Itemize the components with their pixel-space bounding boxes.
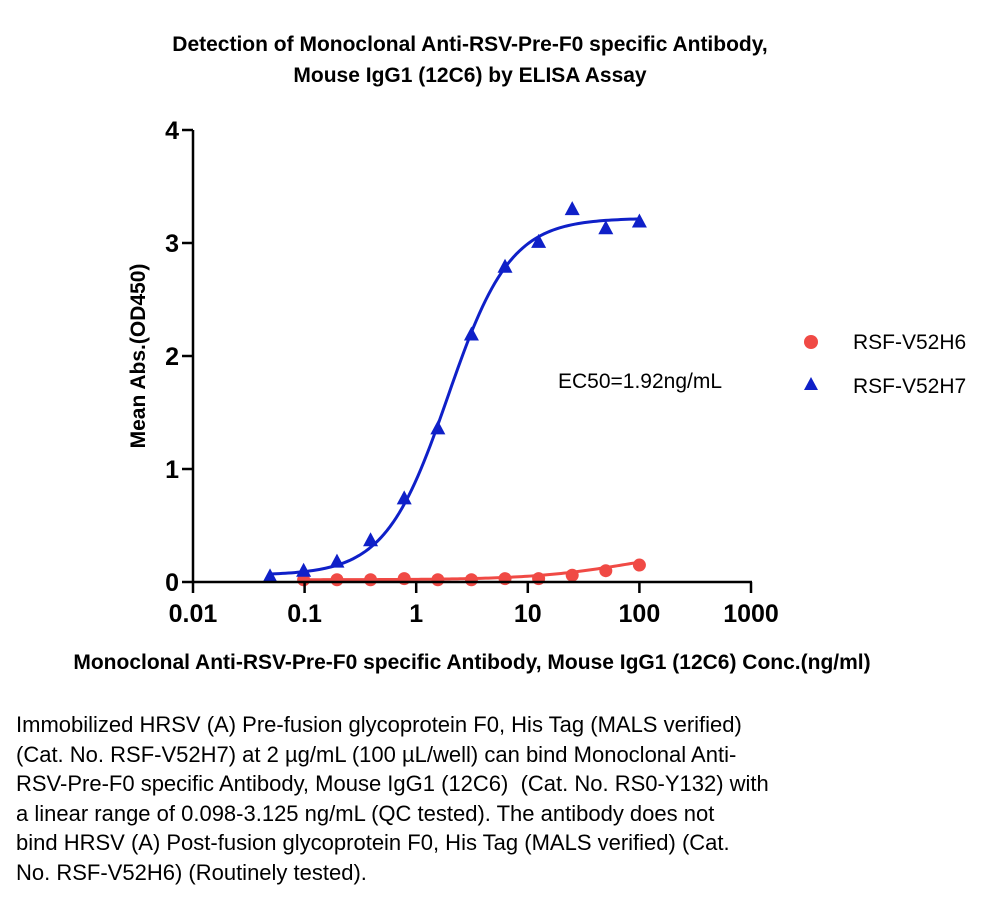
data-point-rsf-v52h7 [396,490,412,505]
data-point-rsf-v52h7 [564,201,580,216]
data-point-rsf-v52h7 [631,213,647,228]
y-axis-label: Mean Abs.(OD450) [127,264,150,449]
x-axis-ticks: 0.01 0.1 1 10 100 1000 [169,582,779,628]
ec50-annotation: EC50=1.92ng/mL [558,370,722,393]
caption-line: RSV-Pre-F0 specific Antibody, Mouse IgG1… [16,771,769,796]
chart-title-line-2: Mouse IgG1 (12C6) by ELISA Assay [293,64,647,87]
x-tick-label: 1000 [723,600,779,628]
figure-caption: Immobilized HRSV (A) Pre-fusion glycopro… [16,710,916,887]
data-point-rsf-v52h6 [330,573,344,587]
data-point-rsf-v52h7 [598,220,614,235]
data-point-rsf-v52h6 [364,573,378,587]
x-tick-label: 0.1 [287,600,322,628]
caption-line: a linear range of 0.098-3.125 ng/mL (QC … [16,800,715,826]
data-point-rsf-v52h7 [430,420,446,435]
data-point-rsf-v52h6 [431,573,445,587]
data-point-rsf-v52h6 [464,573,478,587]
data-point-rsf-v52h7 [363,532,379,547]
legend-marker-rsf-v52h7 [804,377,818,390]
caption-line: bind HRSV (A) Post-fusion glycoprotein F… [16,830,730,855]
elisa-chart: Detection of Monoclonal Anti-RSV-Pre-F0 … [73,33,966,674]
y-tick-label: 2 [165,343,179,371]
caption-line: No. RSF-V52H6) (Routinely tested). [16,859,367,885]
legend: RSF-V52H6 RSF-V52H7 [804,331,966,398]
data-point-rsf-v52h7 [296,562,312,577]
legend-label-rsf-v52h6: RSF-V52H6 [853,331,966,354]
y-tick-label: 1 [165,456,179,484]
data-point-rsf-v52h6 [632,558,646,572]
caption-line: (Cat. No. RSF-V52H7) at 2 µg/mL (100 µL/… [16,741,737,767]
y-tick-label: 0 [165,569,179,597]
data-point-rsf-v52h7 [262,568,278,583]
plot-area [262,201,647,587]
x-tick-label: 10 [514,600,542,628]
data-point-rsf-v52h6 [599,564,613,578]
data-point-rsf-v52h6 [565,568,579,582]
x-axis-label: Monoclonal Anti-RSV-Pre-F0 specific Anti… [73,651,870,674]
y-tick-label: 3 [165,230,179,258]
x-tick-label: 100 [619,600,661,628]
caption-line: Immobilized HRSV (A) Pre-fusion glycopro… [16,712,742,737]
legend-marker-rsf-v52h6 [804,335,818,349]
x-tick-label: 0.01 [169,600,218,628]
y-tick-label: 4 [165,117,179,145]
legend-label-rsf-v52h7: RSF-V52H7 [853,375,966,398]
data-point-rsf-v52h7 [531,233,547,248]
y-axis-ticks: 0 1 2 3 4 [165,117,193,597]
chart-title-line-1: Detection of Monoclonal Anti-RSV-Pre-F0 … [172,33,767,56]
data-point-rsf-v52h7 [463,326,479,341]
x-tick-label: 1 [409,600,423,628]
data-point-rsf-v52h7 [329,553,345,568]
fit-curve-rsf-v52h7 [269,217,640,576]
data-point-rsf-v52h7 [497,258,513,273]
